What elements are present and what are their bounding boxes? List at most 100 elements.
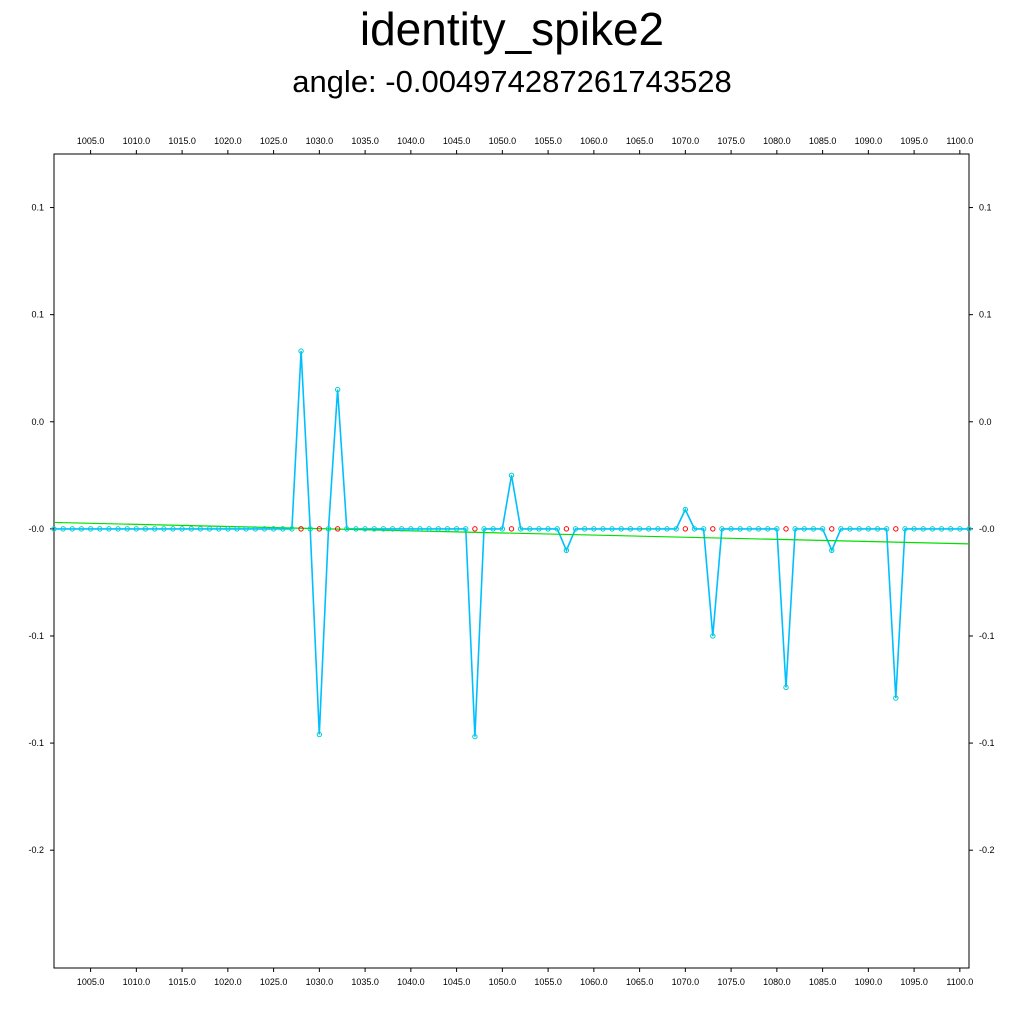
series-cyan-point	[819, 526, 826, 532]
series-cyan-point	[938, 526, 945, 532]
chart-marks	[51, 348, 972, 740]
x-tick-label-top: 1015.0	[168, 136, 196, 146]
x-tick-label-bottom: 1040.0	[397, 977, 425, 987]
series-cyan-point	[463, 526, 469, 532]
y-tick-label-right: -0.2	[979, 845, 995, 855]
series-cyan-point	[151, 526, 158, 532]
series-cyan-point	[69, 526, 76, 532]
series-cyan-point	[106, 526, 112, 532]
series-cyan-point	[536, 526, 542, 532]
x-tick-label-top: 1100.0	[946, 136, 973, 146]
series-cyan-point	[783, 684, 789, 691]
series-cyan-point	[97, 526, 103, 532]
series-cyan-point	[289, 526, 295, 532]
x-tick-label-top: 1005.0	[77, 136, 105, 146]
series-cyan-point	[746, 526, 753, 532]
series-cyan-point	[792, 526, 798, 532]
series-cyan-point	[966, 526, 972, 532]
series-cyan-point	[435, 526, 441, 532]
series-cyan-point	[737, 526, 743, 532]
series-cyan-point	[408, 526, 414, 532]
series-cyan-point	[142, 526, 149, 532]
series-cyan-point	[527, 526, 533, 532]
series-cyan-point	[710, 633, 716, 639]
series-cyan-point	[234, 526, 240, 532]
series-green-trend-line	[53, 521, 970, 545]
series-cyan-point	[801, 526, 807, 532]
series-cyan-point	[344, 526, 350, 532]
x-tick-label-bottom: 1075.0	[717, 977, 745, 987]
series-cyan-point	[838, 526, 844, 532]
series-cyan-point	[618, 526, 624, 532]
series-cyan-line	[54, 351, 969, 737]
series-cyan-point	[646, 526, 652, 532]
x-tick-label-bottom: 1095.0	[900, 977, 928, 987]
y-tick-label-left: -0.2	[28, 845, 44, 855]
series-cyan-point	[161, 526, 167, 532]
series-red-point	[334, 526, 341, 532]
series-cyan-point	[856, 526, 862, 532]
series-red-point	[316, 526, 323, 532]
series-cyan-point	[682, 506, 689, 513]
series-cyan-point	[307, 526, 313, 532]
series-cyan-point	[399, 526, 405, 532]
x-tick-label-bottom: 1060.0	[580, 977, 608, 987]
y-tick-label-right: 0.1	[979, 310, 992, 320]
x-tick-label-bottom: 1080.0	[763, 977, 791, 987]
x-tick-label-top: 1090.0	[855, 136, 883, 146]
series-cyan-point	[664, 526, 670, 532]
series-cyan-point	[252, 526, 259, 532]
series-red-point	[563, 526, 570, 532]
series-cyan-point	[765, 526, 771, 532]
x-tick-label-bottom: 1100.0	[946, 977, 973, 987]
series-cyan-point	[115, 526, 121, 532]
x-tick-label-bottom: 1090.0	[855, 977, 883, 987]
series-cyan-point	[316, 731, 323, 738]
x-tick-label-bottom: 1025.0	[260, 977, 288, 987]
series-cyan-point	[280, 526, 286, 532]
chart-title: identity_spike2	[359, 3, 665, 55]
y-tick-label-right: -0.1	[979, 738, 995, 748]
y-tick-label-right: -0.1	[979, 631, 995, 641]
series-cyan-point	[261, 526, 268, 532]
series-cyan-point	[948, 526, 954, 532]
series-cyan-point	[609, 526, 615, 532]
series-red-point	[472, 526, 478, 532]
chart-subtitle: angle: -0.004974287261743528	[292, 64, 732, 99]
x-tick-label-bottom: 1085.0	[809, 977, 837, 987]
y-tick-label-left: -0.1	[28, 738, 44, 748]
series-cyan-point	[334, 386, 341, 393]
series-cyan-point	[78, 526, 85, 532]
series-cyan-point	[243, 526, 249, 532]
series-cyan-point	[389, 526, 396, 532]
series-cyan-point	[499, 526, 506, 532]
series-cyan-point	[691, 526, 698, 532]
x-tick-label-bottom: 1005.0	[77, 977, 105, 987]
series-cyan-point	[755, 526, 762, 532]
series-cyan-point	[371, 526, 377, 532]
plot-frame	[53, 153, 970, 969]
series-cyan-point	[298, 348, 304, 354]
axis-ticks: 1005.0 1005.0 1010.0 1010.0 1015.0 1015.0 1020…	[28, 136, 994, 987]
series-cyan-point	[508, 472, 515, 479]
series-cyan-point	[911, 526, 917, 532]
x-tick-label-top: 1060.0	[580, 136, 608, 146]
x-tick-label-bottom: 1035.0	[351, 977, 379, 987]
series-cyan-point	[957, 526, 963, 532]
series-cyan-point	[673, 526, 679, 532]
series-red-point	[508, 526, 515, 532]
series-cyan-point	[563, 547, 570, 553]
series-cyan-point	[929, 526, 936, 532]
series-cyan-point	[87, 526, 94, 532]
y-tick-label-left: -0.0	[28, 524, 44, 534]
y-tick-label-right: 0.0	[979, 417, 992, 427]
series-cyan-point	[216, 526, 222, 532]
y-tick-label-left: 0.0	[31, 417, 44, 427]
series-red-point	[710, 526, 716, 532]
series-cyan-point	[865, 526, 872, 532]
x-tick-label-top: 1025.0	[260, 136, 288, 146]
y-tick-label-left: 0.1	[31, 310, 44, 320]
series-cyan-point	[362, 526, 368, 532]
series-cyan-point	[700, 526, 707, 532]
series-cyan-point	[380, 526, 387, 532]
